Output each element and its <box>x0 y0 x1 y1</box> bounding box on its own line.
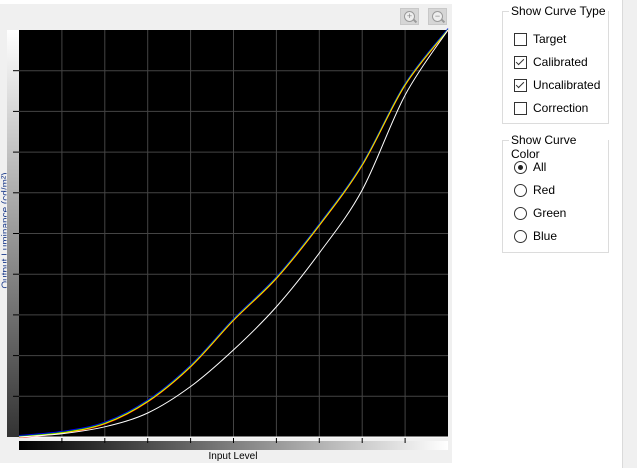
radio-red[interactable]: Red <box>514 183 555 197</box>
radio-label: All <box>533 160 547 174</box>
checkbox-box[interactable] <box>514 101 527 115</box>
curve-type-title: Show Curve Type <box>509 4 608 18</box>
radio-label: Red <box>533 183 556 197</box>
radio-button[interactable] <box>514 206 527 220</box>
input-gradient-bar <box>19 441 448 450</box>
checkbox-label: Correction <box>533 101 589 115</box>
curve-color-group: Show Curve Color All Red Green Blue <box>502 133 609 253</box>
curve-chart <box>7 28 449 450</box>
checkbox-calibrated[interactable]: Calibrated <box>514 55 588 69</box>
calibrated-curve <box>18 29 449 438</box>
checkbox-uncalibrated[interactable]: Uncalibrated <box>514 78 600 92</box>
uncalibrated-curve <box>18 29 449 438</box>
checkbox-box[interactable] <box>514 55 527 69</box>
zoom-out-button[interactable]: − <box>428 8 447 25</box>
radio-label: Green <box>533 206 567 220</box>
zoom-in-icon: + <box>404 11 415 22</box>
checkbox-target[interactable]: Target <box>514 32 566 46</box>
checkbox-correction[interactable]: Correction <box>514 101 588 115</box>
checkbox-label: Target <box>533 32 567 46</box>
radio-blue[interactable]: Blue <box>514 229 557 243</box>
side-panel-edge <box>622 0 637 468</box>
radio-button[interactable] <box>514 229 527 243</box>
zoom-in-button[interactable]: + <box>400 8 419 25</box>
checkbox-box[interactable] <box>514 78 527 92</box>
zoom-out-icon: − <box>432 11 443 22</box>
x-axis-label: Input Level <box>208 451 258 462</box>
radio-label: Blue <box>533 229 558 243</box>
radio-all[interactable]: All <box>514 160 546 174</box>
checkbox-box[interactable] <box>514 32 527 46</box>
curve-color-title: Show Curve Color <box>509 133 608 161</box>
radio-green[interactable]: Green <box>514 206 566 220</box>
radio-button[interactable] <box>514 183 527 197</box>
checkbox-label: Calibrated <box>533 55 588 69</box>
radio-button[interactable] <box>514 160 527 174</box>
curve-type-group: Show Curve Type Target Calibrated Uncali… <box>502 4 609 124</box>
checkbox-label: Uncalibrated <box>533 78 601 92</box>
